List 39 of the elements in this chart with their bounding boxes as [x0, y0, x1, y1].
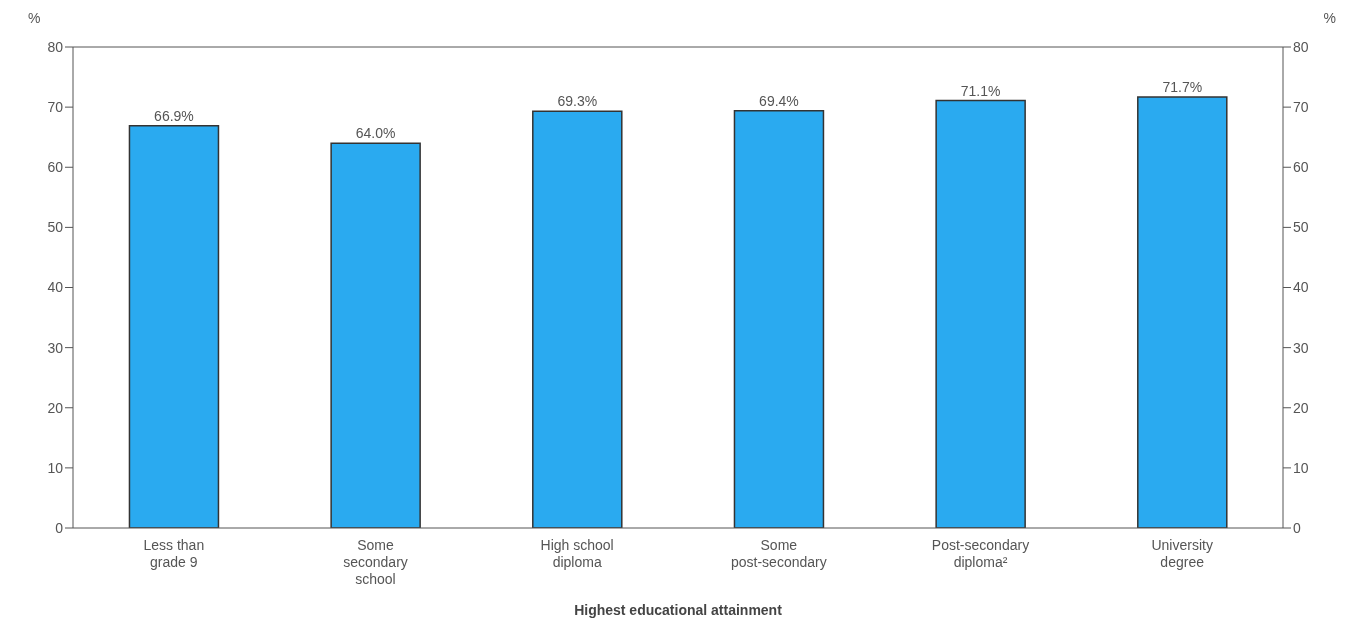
x-tick-label: Less than grade 9 — [143, 537, 205, 570]
y2-tick-label: 0 — [1293, 519, 1301, 536]
x-tick-label: High school diploma — [540, 537, 614, 570]
bar — [1137, 96, 1228, 528]
y-tick-label: 40 — [47, 279, 64, 296]
data-label: 69.3% — [557, 93, 598, 110]
data-label: 69.4% — [759, 92, 799, 109]
y2-tick-label: 20 — [1293, 399, 1309, 416]
y-axis-title: % — [28, 10, 41, 26]
x-tick-label: University degree — [1151, 537, 1213, 570]
y2-tick-label: 80 — [1293, 38, 1309, 55]
data-label: 71.1% — [960, 82, 1001, 99]
x-tick-label: Some secondary school — [343, 537, 408, 587]
y-tick-label: 60 — [47, 159, 64, 176]
y-tick-label: 30 — [47, 339, 64, 356]
data-label: 64.0% — [355, 125, 396, 142]
y-tick-label: 80 — [47, 38, 64, 55]
y-tick-label: 20 — [47, 399, 64, 416]
y-tick-label: 50 — [47, 219, 64, 236]
bar — [532, 110, 623, 528]
x-axis-title: Highest educational attainment — [573, 602, 783, 618]
bar — [935, 99, 1026, 528]
y-tick-label: 70 — [47, 99, 64, 116]
y2-tick-label: 70 — [1293, 99, 1309, 116]
bar — [330, 142, 421, 528]
y2-tick-label: 40 — [1293, 279, 1309, 296]
y2-tick-label: 10 — [1293, 459, 1309, 476]
x-tick-label: Post-secondary diploma² — [931, 537, 1030, 570]
y2-axis-title: % — [1323, 10, 1336, 26]
y2-tick-label: 50 — [1293, 219, 1309, 236]
bar — [128, 125, 220, 528]
y2-tick-label: 60 — [1293, 159, 1309, 176]
y-tick-label: 10 — [47, 459, 64, 476]
y-tick-label: 0 — [55, 519, 64, 536]
bar — [733, 109, 825, 528]
data-label: 66.9% — [154, 107, 194, 124]
data-label: 71.7% — [1162, 78, 1203, 95]
y2-tick-label: 30 — [1293, 339, 1309, 356]
x-tick-label: Some post-secondary — [730, 537, 827, 570]
